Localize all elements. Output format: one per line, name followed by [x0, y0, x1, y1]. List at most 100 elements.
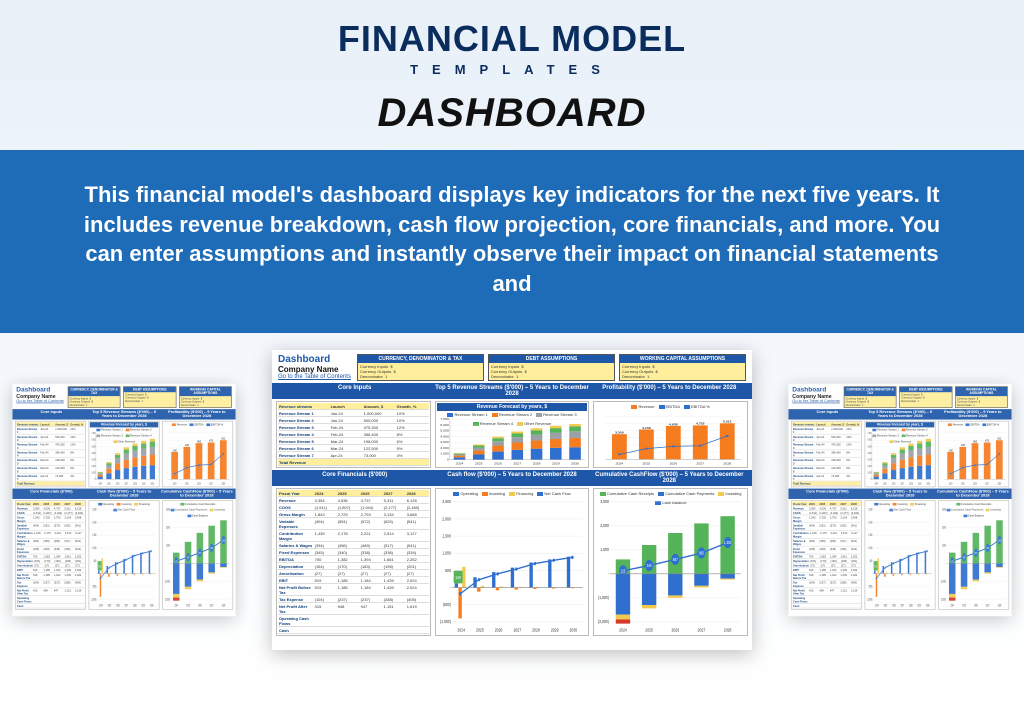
svg-text:-: -: [169, 561, 170, 566]
svg-text:0: 0: [447, 458, 449, 461]
svg-text:2025: 2025: [884, 603, 888, 608]
svg-text:125: 125: [175, 560, 178, 564]
svg-text:4,158: 4,158: [961, 444, 965, 448]
svg-text:2028: 2028: [909, 483, 913, 485]
svg-text:125: 125: [621, 569, 626, 574]
header: FINANCIAL MODEL TEMPLATES DASHBOARD: [0, 0, 1024, 136]
brand-title: FINANCIAL MODEL: [0, 18, 1024, 60]
svg-text:(500): (500): [93, 584, 97, 589]
svg-text:(500): (500): [442, 601, 451, 607]
svg-text:1,303: 1,303: [998, 539, 1002, 543]
svg-text:500: 500: [94, 558, 97, 563]
svg-text:2028: 2028: [998, 483, 1002, 485]
svg-text:2027: 2027: [697, 462, 705, 465]
svg-text:865: 865: [987, 547, 990, 551]
svg-text:1,000: 1,000: [601, 547, 610, 553]
svg-text:2028: 2028: [133, 483, 137, 485]
svg-text:3,500: 3,500: [615, 431, 624, 434]
svg-text:2025: 2025: [476, 627, 484, 633]
svg-text:2028: 2028: [532, 627, 540, 633]
svg-text:0: 0: [95, 479, 96, 481]
svg-text:2027: 2027: [125, 603, 129, 608]
svg-text:3,000: 3,000: [440, 441, 449, 444]
svg-text:2027: 2027: [210, 603, 214, 608]
svg-text:120: 120: [874, 564, 877, 569]
svg-text:1,303: 1,303: [222, 539, 226, 543]
svg-text:2029: 2029: [550, 627, 558, 633]
svg-text:2030: 2030: [926, 603, 930, 608]
svg-text:346: 346: [963, 556, 966, 560]
svg-text:(500): (500): [869, 584, 873, 589]
svg-text:2028: 2028: [909, 603, 913, 608]
svg-text:597: 597: [975, 551, 978, 555]
svg-text:2030: 2030: [927, 483, 931, 485]
svg-text:2,000: 2,000: [92, 520, 96, 525]
svg-text:2028: 2028: [222, 603, 226, 608]
svg-text:2030: 2030: [569, 627, 577, 633]
svg-text:2027: 2027: [985, 483, 989, 485]
svg-text:1,500: 1,500: [868, 532, 872, 537]
svg-text:5,000: 5,000: [440, 429, 449, 432]
svg-text:2026: 2026: [198, 603, 202, 608]
svg-text:(1,000): (1,000): [165, 579, 170, 584]
svg-text:2,000: 2,000: [442, 516, 451, 522]
svg-text:2027: 2027: [698, 627, 706, 633]
svg-text:(1,000): (1,000): [867, 596, 872, 601]
svg-text:-: -: [449, 584, 451, 590]
svg-text:3,000: 3,000: [942, 507, 946, 511]
svg-text:2024: 2024: [99, 483, 103, 485]
svg-text:3,000: 3,000: [868, 459, 872, 461]
svg-text:120: 120: [455, 575, 461, 581]
svg-text:2025: 2025: [475, 462, 483, 465]
dashboard-cards-row: DashboardCompany NameGo to the Table of …: [0, 330, 1024, 670]
svg-text:(1,000): (1,000): [941, 579, 946, 584]
svg-text:(2,000): (2,000): [598, 619, 609, 625]
svg-text:2027: 2027: [125, 483, 129, 485]
svg-text:1,000: 1,000: [442, 550, 451, 556]
svg-text:2028: 2028: [724, 627, 732, 633]
svg-text:7,000: 7,000: [92, 433, 96, 435]
svg-text:2026: 2026: [494, 627, 502, 633]
svg-text:1,000: 1,000: [942, 543, 946, 548]
description-text: This financial model's dashboard display…: [84, 182, 940, 296]
svg-text:2024: 2024: [949, 483, 953, 485]
svg-text:2030: 2030: [150, 603, 154, 608]
svg-text:7,000: 7,000: [440, 418, 449, 421]
svg-text:1,000: 1,000: [92, 545, 96, 550]
svg-text:2024: 2024: [875, 483, 879, 485]
svg-text:2024: 2024: [457, 627, 465, 633]
svg-text:4,638: 4,638: [669, 423, 678, 426]
svg-text:(1,000): (1,000): [440, 619, 451, 625]
brand-subtitle: TEMPLATES: [0, 62, 1024, 77]
svg-text:-: -: [608, 571, 610, 577]
svg-text:2,000: 2,000: [942, 525, 946, 530]
svg-text:5,012: 5,012: [221, 438, 225, 440]
svg-text:2024: 2024: [619, 627, 627, 633]
svg-text:2029: 2029: [917, 603, 921, 608]
svg-text:2024: 2024: [99, 603, 103, 608]
svg-text:2,000: 2,000: [92, 466, 96, 468]
svg-text:2027: 2027: [513, 462, 521, 465]
svg-text:2025: 2025: [107, 483, 111, 485]
svg-text:3,000: 3,000: [92, 459, 96, 461]
svg-text:2025: 2025: [643, 462, 651, 465]
svg-text:7,000: 7,000: [868, 433, 872, 435]
svg-text:2029: 2029: [918, 483, 922, 485]
svg-text:6,000: 6,000: [440, 423, 449, 426]
svg-text:4,158: 4,158: [642, 426, 651, 429]
svg-text:2027: 2027: [901, 603, 905, 608]
svg-text:2027: 2027: [209, 483, 213, 485]
svg-text:2030: 2030: [151, 483, 155, 485]
svg-text:5,012: 5,012: [723, 420, 732, 423]
svg-text:4,158: 4,158: [185, 444, 189, 448]
svg-text:(2,000): (2,000): [941, 596, 946, 601]
dashboard-card-center: DashboardCompany NameGo to the Table of …: [272, 350, 752, 650]
svg-text:2,500: 2,500: [868, 507, 872, 511]
svg-text:1,000: 1,000: [92, 472, 96, 474]
svg-text:597: 597: [199, 551, 202, 555]
svg-text:2,000: 2,000: [166, 525, 170, 530]
svg-text:865: 865: [211, 547, 214, 551]
svg-text:865: 865: [699, 551, 704, 556]
svg-text:2025: 2025: [185, 483, 189, 485]
svg-text:4,638: 4,638: [197, 440, 201, 444]
